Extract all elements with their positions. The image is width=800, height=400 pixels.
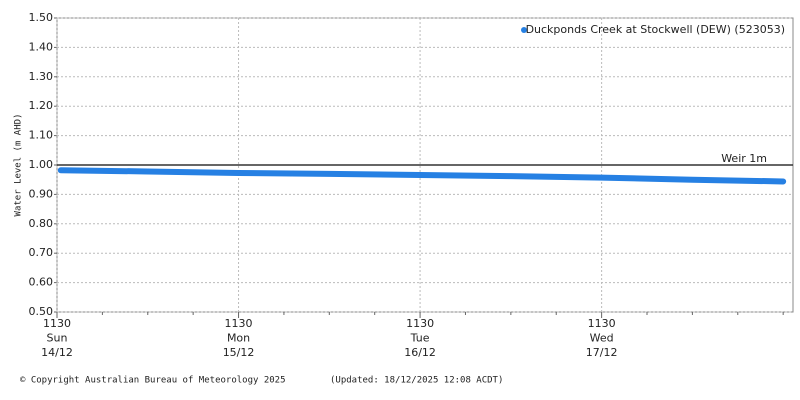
y-tick-label: 1.50 bbox=[29, 11, 54, 24]
y-tick-label: 1.10 bbox=[29, 129, 54, 142]
x-tick-label: 14/12 bbox=[41, 346, 73, 359]
x-tick-label: 1130 bbox=[43, 317, 71, 330]
x-tick-label: Wed bbox=[590, 332, 614, 345]
y-tick-label: 1.30 bbox=[29, 70, 54, 83]
y-tick-label: 0.60 bbox=[29, 276, 54, 289]
legend-marker bbox=[521, 27, 527, 33]
y-tick-label: 0.90 bbox=[29, 187, 54, 200]
x-tick-label: 16/12 bbox=[404, 346, 436, 359]
y-tick-label: 1.40 bbox=[29, 40, 54, 53]
y-axis-label: Water Level (m AHD) bbox=[14, 114, 24, 217]
data-line bbox=[57, 167, 787, 185]
y-tick-label: 1.00 bbox=[29, 158, 54, 171]
x-tick-label: 1130 bbox=[588, 317, 616, 330]
y-tick-label: 1.20 bbox=[29, 99, 54, 112]
x-tick-label: 1130 bbox=[225, 317, 253, 330]
y-tick-label: 0.80 bbox=[29, 217, 54, 230]
x-tick-label: Tue bbox=[410, 332, 430, 345]
copyright: © Copyright Australian Bureau of Meteoro… bbox=[20, 376, 286, 386]
reference-label: Weir 1m bbox=[721, 152, 767, 165]
y-tick-label: 0.50 bbox=[29, 305, 54, 318]
x-tick-label: Mon bbox=[227, 332, 250, 345]
x-tick-label: 17/12 bbox=[586, 346, 618, 359]
legend-label: Duckponds Creek at Stockwell (DEW) (5230… bbox=[526, 23, 785, 36]
x-tick-label: 1130 bbox=[406, 317, 434, 330]
x-tick-label: Sun bbox=[47, 332, 68, 345]
updated: (Updated: 18/12/2025 12:08 ACDT) bbox=[330, 376, 503, 386]
y-tick-label: 0.70 bbox=[29, 246, 54, 259]
x-tick-label: 15/12 bbox=[223, 346, 255, 359]
